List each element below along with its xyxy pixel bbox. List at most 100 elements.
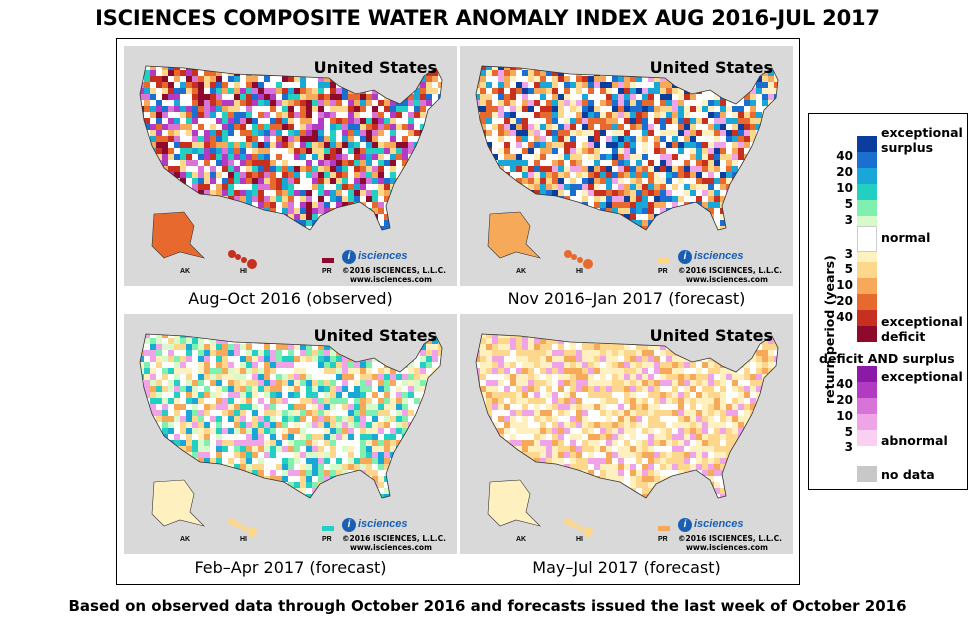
anomaly-cell xyxy=(540,70,546,76)
anomaly-cell xyxy=(696,476,702,482)
anomaly-cell xyxy=(510,440,516,446)
anomaly-cell xyxy=(168,380,174,386)
anomaly-cell xyxy=(342,178,348,184)
anomaly-cell xyxy=(174,184,180,190)
anomaly-cell xyxy=(744,368,750,374)
anomaly-cell xyxy=(252,500,258,506)
anomaly-cell xyxy=(342,160,348,166)
anomaly-cell xyxy=(476,446,480,452)
anomaly-cell xyxy=(636,440,642,446)
anomaly-cell xyxy=(348,482,354,488)
anomaly-cell xyxy=(234,100,240,106)
anomaly-cell xyxy=(192,148,198,154)
anomaly-cell xyxy=(684,214,690,220)
anomaly-cell xyxy=(354,178,360,184)
anomaly-cell xyxy=(726,154,732,160)
anomaly-cell xyxy=(354,368,360,374)
anomaly-cell xyxy=(192,112,198,118)
anomaly-cell xyxy=(198,434,204,440)
anomaly-cell xyxy=(780,434,786,440)
anomaly-cell xyxy=(476,124,480,130)
anomaly-cell xyxy=(474,232,480,238)
anomaly-cell xyxy=(618,410,624,416)
anomaly-cell xyxy=(360,148,366,154)
anomaly-cell xyxy=(630,118,636,124)
anomaly-cell xyxy=(558,100,564,106)
anomaly-cell xyxy=(300,130,306,136)
anomaly-cell xyxy=(144,452,150,458)
anomaly-cell xyxy=(354,416,360,422)
anomaly-cell xyxy=(264,386,270,392)
anomaly-cell xyxy=(438,232,444,238)
anomaly-cell xyxy=(294,374,300,380)
anomaly-cell xyxy=(768,416,774,422)
anomaly-cell xyxy=(660,88,666,94)
anomaly-cell xyxy=(618,208,624,214)
anomaly-cell xyxy=(624,446,630,452)
anomaly-cell xyxy=(750,118,756,124)
anomaly-cell xyxy=(618,160,624,166)
anomaly-cell xyxy=(246,380,252,386)
anomaly-cell xyxy=(708,446,714,452)
anomaly-cell xyxy=(750,196,756,202)
anomaly-cell xyxy=(492,88,498,94)
alaska-inset xyxy=(151,479,205,527)
anomaly-cell xyxy=(654,220,660,226)
anomaly-cell xyxy=(324,112,330,118)
anomaly-cell xyxy=(210,488,216,494)
anomaly-cell xyxy=(690,488,696,494)
anomaly-cell xyxy=(204,70,210,76)
anomaly-cell xyxy=(390,380,396,386)
anomaly-cell xyxy=(246,482,252,488)
anomaly-cell xyxy=(390,226,396,230)
anomaly-cell xyxy=(600,88,606,94)
anomaly-cell xyxy=(666,190,672,196)
anomaly-cell xyxy=(756,220,762,226)
anomaly-cell xyxy=(222,494,228,498)
anomaly-cell xyxy=(714,398,720,404)
anomaly-cell xyxy=(264,232,270,238)
anomaly-cell xyxy=(768,178,774,184)
anomaly-cell xyxy=(672,476,678,482)
anomaly-cell xyxy=(360,416,366,422)
anomaly-cell xyxy=(216,416,222,422)
anomaly-cell xyxy=(270,172,276,178)
anomaly-cell xyxy=(408,160,414,166)
anomaly-cell xyxy=(210,374,216,380)
anomaly-cell xyxy=(270,184,276,190)
anomaly-cell xyxy=(708,464,714,470)
anomaly-cell xyxy=(636,190,642,196)
anomaly-cell xyxy=(708,142,714,148)
anomaly-cell xyxy=(432,446,438,452)
anomaly-cell xyxy=(192,100,198,106)
anomaly-cell xyxy=(606,94,612,100)
anomaly-cell xyxy=(300,70,306,76)
anomaly-cell xyxy=(372,428,378,434)
anomaly-cell xyxy=(648,172,654,178)
anomaly-cell xyxy=(228,190,234,196)
anomaly-cell xyxy=(390,202,396,208)
anomaly-cell xyxy=(198,136,204,142)
anomaly-cell xyxy=(318,344,324,350)
anomaly-cell xyxy=(678,82,684,88)
anomaly-cell xyxy=(324,350,330,356)
anomaly-cell xyxy=(516,392,522,398)
anomaly-cell xyxy=(372,494,378,498)
anomaly-cell xyxy=(252,100,258,106)
anomaly-cell xyxy=(402,482,408,488)
anomaly-cell xyxy=(300,488,306,494)
anomaly-cell xyxy=(528,368,534,374)
anomaly-cell xyxy=(600,470,606,476)
anomaly-cell xyxy=(414,196,420,202)
anomaly-cell xyxy=(192,184,198,190)
anomaly-cell xyxy=(654,470,660,476)
anomaly-cell xyxy=(396,202,402,208)
anomaly-cell xyxy=(708,100,714,106)
anomaly-cell xyxy=(738,118,744,124)
anomaly-cell xyxy=(144,338,150,344)
map-panel-feb-apr-2017: United States AK HI PR i isciences ©2016 ISCIE… xyxy=(124,314,457,554)
anomaly-cell xyxy=(498,112,504,118)
anomaly-cell xyxy=(444,70,450,76)
swatch-deficit-3 xyxy=(857,252,877,262)
anomaly-cell xyxy=(762,476,768,482)
